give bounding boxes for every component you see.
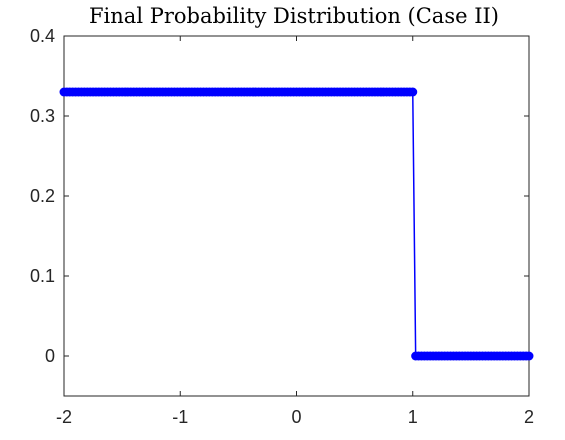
axis-tick-labels: -2 -1 0 1 2 0 0.1 0.2 0.3 0.4 [30,26,534,427]
x-tick-label: 0 [291,407,301,427]
series-line [64,91,529,357]
chart-title: Final Probability Distribution (Case II) [89,4,499,28]
y-tick-label: 0.1 [30,266,55,286]
series-group [59,87,534,361]
x-tick-label: 2 [524,407,534,427]
x-tick-label: 1 [408,407,418,427]
x-tick-label: -1 [172,407,188,427]
data-point [408,87,418,97]
x-tick-label: -2 [56,407,72,427]
y-tick-label: 0 [45,346,55,366]
data-point [524,351,534,361]
y-tick-label: 0.3 [30,106,55,126]
y-tick-label: 0.4 [30,26,55,46]
y-tick-label: 0.2 [30,186,55,206]
